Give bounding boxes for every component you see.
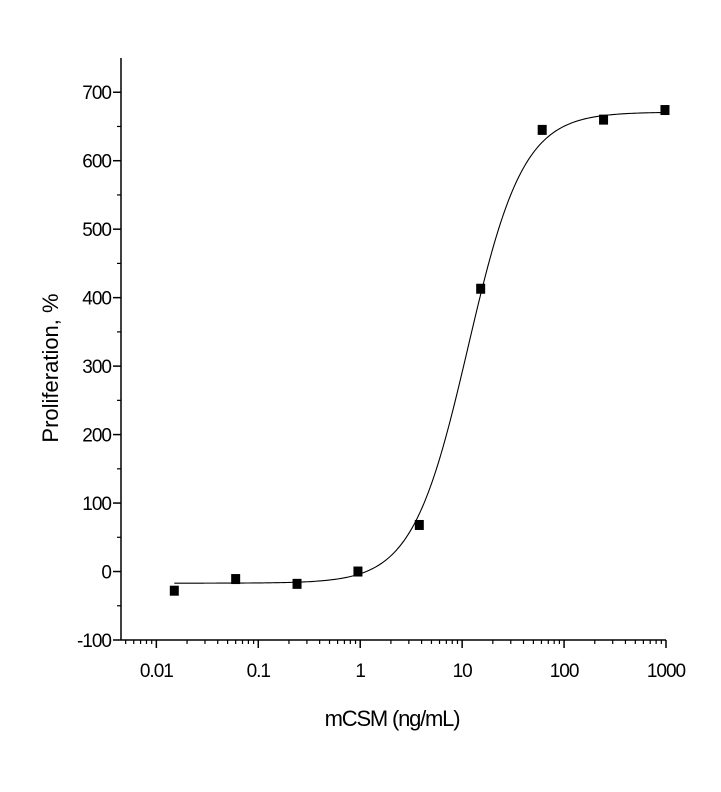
x-tick-label: 1000 [647, 661, 686, 682]
x-tick-label: 10 [453, 661, 473, 682]
y-tick-label: 0 [101, 563, 111, 584]
y-tick-label: 100 [82, 494, 111, 515]
plot-area [174, 111, 667, 584]
y-tick-label: 200 [82, 426, 111, 447]
y-tick-label: 500 [82, 220, 111, 241]
axes [113, 58, 667, 648]
data-point [660, 105, 670, 116]
fit-curve-line [174, 111, 667, 584]
y-tick-label: -100 [77, 631, 111, 652]
y-tick-label: 400 [82, 289, 111, 310]
data-point [292, 578, 302, 589]
data-point [414, 519, 424, 530]
data-point [599, 114, 609, 125]
x-tick-label: 0.01 [140, 661, 173, 682]
data-point [537, 124, 547, 135]
tick-labels: -100 0 100 200 300 400 500 600 700 0.01 0.1 1 10 100 1… [77, 83, 687, 682]
data-point [476, 283, 486, 294]
y-axis-title: Proliferation, % [38, 293, 63, 442]
data-points [169, 105, 670, 596]
y-tick-label: 300 [82, 357, 111, 378]
y-tick-label: 600 [82, 152, 111, 173]
x-tick-label: 0.1 [247, 661, 271, 682]
x-axis-title: mCSM (ng/mL) [325, 706, 460, 731]
data-point [353, 566, 363, 577]
x-tick-label: 1 [355, 661, 365, 682]
data-point [231, 574, 241, 585]
x-tick-label: 100 [550, 661, 579, 682]
y-tick-label: 700 [82, 83, 111, 104]
data-point [169, 585, 179, 596]
